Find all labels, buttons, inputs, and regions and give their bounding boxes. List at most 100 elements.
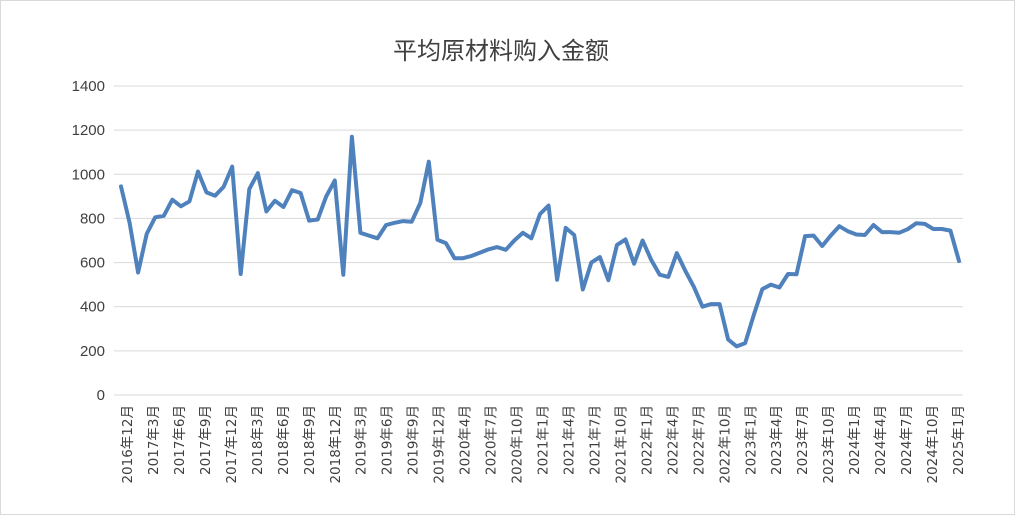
x-tick-label: 2017年6月: [172, 405, 188, 475]
x-tick-label: 2021年4月: [561, 405, 577, 475]
data-point: [667, 276, 669, 278]
data-point: [659, 274, 661, 276]
x-tick-label: 2017年12月: [224, 405, 240, 484]
data-point: [248, 188, 250, 190]
data-point: [300, 192, 302, 194]
data-point: [881, 231, 883, 233]
data-point: [419, 202, 421, 204]
data-point: [625, 238, 627, 240]
data-point: [488, 248, 490, 250]
data-point: [257, 172, 259, 174]
data-point: [813, 235, 815, 237]
data-point: [351, 136, 353, 138]
x-tick-label: 2016年12月: [120, 405, 136, 484]
data-point: [137, 272, 139, 274]
data-point: [342, 274, 344, 276]
data-point: [180, 205, 182, 207]
data-point: [599, 256, 601, 258]
data-point: [206, 191, 208, 193]
data-point: [496, 246, 498, 248]
data-point: [377, 237, 379, 239]
data-point: [727, 338, 729, 340]
y-tick-label: 1200: [72, 122, 105, 139]
data-point: [513, 240, 515, 241]
data-point: [607, 279, 609, 281]
x-tick-label: 2019年9月: [406, 405, 422, 475]
x-tick-label: 2019年3月: [354, 405, 370, 475]
data-point: [129, 222, 131, 224]
x-axis-ticks: 2016年12月 2017年3月 2017年6月 2017年9月 2017年12月 201…: [120, 405, 967, 484]
data-point: [522, 232, 524, 234]
x-tick-label: 2020年7月: [484, 405, 500, 475]
data-point: [325, 195, 327, 197]
x-tick-label: 2022年10月: [717, 405, 733, 484]
data-point: [821, 245, 823, 247]
x-tick-label: 2024年10月: [925, 405, 941, 484]
y-axis-ticks: 0 200 400 600 800 1000 1200 1400: [72, 78, 105, 404]
x-tick-label: 2017年9月: [198, 405, 214, 475]
data-point: [163, 215, 165, 217]
data-point: [573, 234, 575, 236]
y-tick-label: 1400: [72, 78, 105, 95]
x-tick-label: 2023年4月: [769, 405, 785, 475]
data-point: [590, 262, 592, 264]
data-point: [736, 345, 738, 347]
x-tick-label: 2024年1月: [847, 405, 863, 475]
x-tick-label: 2021年10月: [613, 405, 629, 484]
x-tick-label: 2023年7月: [795, 405, 811, 475]
data-point: [847, 230, 849, 232]
series-group: [119, 134, 961, 349]
data-point: [282, 206, 284, 208]
data-point: [932, 228, 934, 230]
data-point: [317, 219, 319, 221]
data-point: [548, 205, 550, 207]
data-point: [761, 288, 763, 290]
data-point: [838, 225, 840, 227]
data-point: [411, 221, 413, 223]
x-tick-label: 2022年1月: [639, 405, 655, 475]
data-point: [231, 166, 233, 168]
data-point: [778, 287, 780, 289]
data-point: [308, 220, 310, 222]
data-point: [154, 216, 156, 218]
x-tick-label: 2020年4月: [458, 405, 474, 475]
data-point: [650, 259, 652, 261]
data-point: [539, 213, 541, 215]
chart-title: 平均原材料购入金额: [393, 37, 609, 65]
x-tick-label: 2022年4月: [665, 405, 681, 475]
y-tick-label: 800: [80, 210, 105, 227]
x-tick-label: 2018年3月: [250, 405, 266, 475]
data-point: [770, 284, 772, 286]
data-point: [171, 199, 173, 201]
data-point: [676, 252, 678, 254]
data-point: [240, 273, 242, 275]
data-point: [368, 235, 370, 237]
x-tick-label: 2019年12月: [432, 405, 448, 484]
data-point: [684, 270, 686, 272]
data-point: [120, 185, 122, 187]
data-point: [864, 234, 866, 236]
data-point: [949, 230, 951, 232]
data-point: [693, 286, 695, 288]
data-point: [958, 260, 960, 262]
data-point: [265, 210, 267, 212]
x-tick-label: 2025年1月: [951, 405, 967, 475]
data-point: [616, 244, 618, 246]
data-point: [359, 232, 361, 234]
data-point: [787, 273, 789, 275]
data-point: [402, 220, 404, 222]
x-tick-label: 2018年12月: [328, 405, 344, 484]
x-tick-label: 2018年6月: [276, 405, 292, 475]
data-point: [223, 186, 225, 188]
y-tick-label: 1000: [72, 166, 105, 183]
data-point: [334, 179, 336, 181]
x-tick-label: 2024年4月: [873, 405, 889, 475]
data-point: [701, 306, 703, 308]
data-point: [890, 231, 892, 233]
data-point: [898, 232, 900, 234]
data-point: [188, 200, 190, 202]
data-point: [872, 224, 874, 226]
x-tick-label: 2020年10月: [510, 405, 526, 484]
